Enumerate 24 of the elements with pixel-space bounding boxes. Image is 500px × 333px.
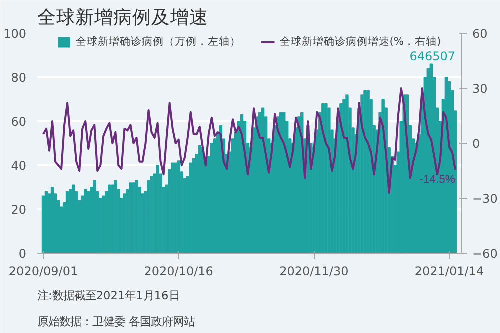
y2-tick-label: −30 bbox=[472, 192, 498, 206]
x-tick-label: 2020/09/01 bbox=[8, 264, 78, 278]
text: 原始数据：卫健委 各国政府网站 bbox=[38, 314, 196, 328]
chart-title: 全球新增病例及增速 bbox=[38, 6, 208, 28]
data-label: -14.5% bbox=[420, 174, 456, 186]
legend-label: 全球新增确诊病例增速(%，右轴) bbox=[280, 35, 442, 49]
y-tick-label: 40 bbox=[11, 159, 27, 173]
y-tick-label: 100 bbox=[4, 27, 26, 41]
x-tick-label: 2020/11/30 bbox=[280, 264, 349, 278]
y-tick-label: 0 bbox=[18, 247, 27, 261]
text: 注:数据截至2021年1月16日 bbox=[38, 288, 180, 302]
y2-tick-label: −60 bbox=[472, 247, 498, 261]
y2-tick-label: 30 bbox=[472, 82, 488, 96]
legend-label: 全球新增确诊病例（万例，左轴） bbox=[76, 35, 241, 49]
annotation: 646507 bbox=[410, 50, 456, 64]
x-tick-label: 2020/10/16 bbox=[144, 264, 214, 278]
x-tick-label: 2021/01/14 bbox=[414, 264, 484, 278]
bar bbox=[42, 196, 46, 254]
y2-tick-label: 60 bbox=[472, 27, 488, 41]
line-series bbox=[42, 88, 456, 194]
y-tick-label: 20 bbox=[11, 203, 27, 217]
y2-tick-label: 0 bbox=[472, 137, 480, 151]
y-tick-label: 80 bbox=[11, 71, 27, 85]
y-tick-label: 60 bbox=[11, 115, 27, 129]
